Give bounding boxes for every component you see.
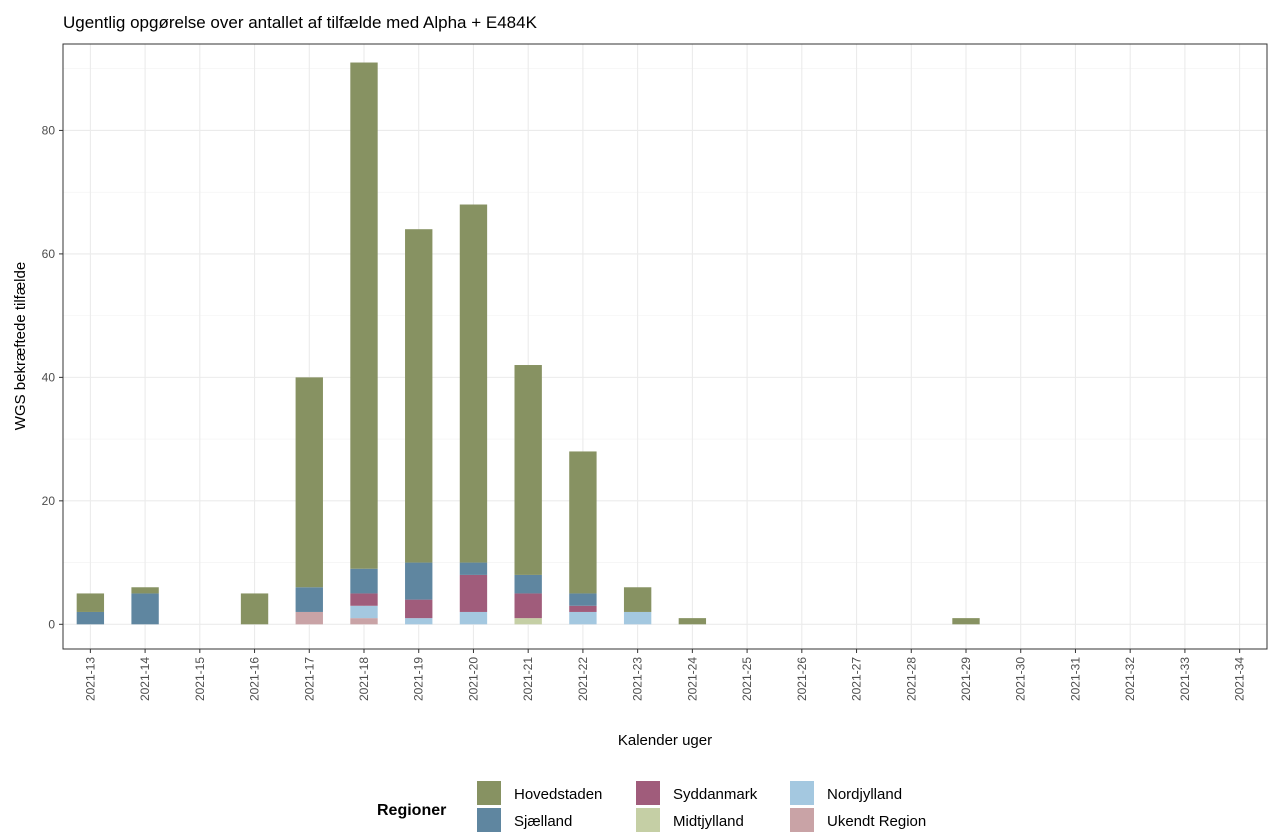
x-tick-label: 2021-19 [412,657,426,701]
bar-segment [569,611,597,625]
x-tick-label: 2021-25 [740,657,754,701]
x-axis-label: Kalender uger [618,732,712,749]
legend-label: Syddanmark [673,786,758,803]
bar-segment [952,618,980,625]
bar-segment [514,618,542,625]
legend-swatch [790,808,814,832]
bar-segment [405,599,433,619]
legend-label: Sjælland [514,813,572,830]
bar-segment [76,593,105,612]
legend-swatch [790,781,814,805]
bar-segment [514,365,542,575]
bar-segment [350,62,378,569]
x-tick-label: 2021-28 [904,657,918,701]
chart-title: Ugentlig opgørelse over antallet af tilf… [63,13,538,32]
legend-title: Regioner [377,802,446,819]
bar-segment [350,618,378,625]
legend-label: Hovedstaden [514,786,602,803]
x-tick-label: 2021-32 [1123,657,1137,701]
bar-segment [678,618,707,625]
x-tick-label: 2021-23 [631,657,645,701]
bar-segment [350,593,378,606]
legend-swatch [477,808,501,832]
x-tick-label: 2021-21 [521,657,535,701]
bar-segment [459,574,488,612]
bar-segment [569,593,597,606]
bar-segment [459,204,488,563]
bar-segment [405,562,433,600]
x-tick-label: 2021-16 [248,657,262,701]
legend: Regioner Hovedstaden Sjælland Syddanmark Mi… [377,781,926,832]
bar-segment [131,587,159,594]
bar-segment [405,229,433,563]
y-tick-label: 0 [48,617,55,631]
x-tick-label: 2021-13 [83,657,97,701]
x-tick-label: 2021-29 [959,657,973,701]
legend-swatch [636,781,660,805]
bar-segment [459,562,488,575]
x-tick-label: 2021-33 [1178,657,1192,701]
bar-segment [514,574,542,594]
y-tick-label: 60 [42,247,56,261]
x-tick-label: 2021-27 [850,657,864,701]
bar-segment [623,587,652,612]
bar-segment [131,593,159,625]
x-tick-label: 2021-24 [685,657,699,701]
y-axis-label: WGS bekræftede tilfælde [12,262,29,430]
legend-swatch [477,781,501,805]
bar-segment [514,593,542,619]
y-axis-ticks: 0 20 40 60 80 [42,123,63,631]
x-tick-label: 2021-18 [357,657,371,701]
bar-layer [76,62,980,625]
x-axis-ticks: 2021-13 2021-14 2021-15 2021-16 2021-17 2021-… [83,649,1247,701]
x-tick-label: 2021-20 [466,657,480,701]
minor-gridlines [63,68,1267,563]
bar-segment [569,451,597,594]
major-gridlines [63,44,1267,649]
legend-label: Nordjylland [827,786,902,803]
bar-segment [240,593,269,625]
bar-segment [295,611,323,625]
y-tick-label: 40 [42,370,56,384]
bar-segment [623,611,652,625]
bar-segment [569,605,597,612]
bar-segment [459,611,488,625]
x-tick-label: 2021-22 [576,657,590,701]
y-tick-label: 20 [42,494,56,508]
bar-segment [405,618,433,625]
x-tick-label: 2021-26 [795,657,809,701]
bar-segment [76,611,105,625]
x-tick-label: 2021-31 [1068,657,1082,701]
bar-segment [295,587,323,612]
panel-border [62,43,1268,650]
bar-segment [350,568,378,594]
bar-segment [350,605,378,619]
y-tick-label: 80 [42,123,56,137]
x-tick-label: 2021-34 [1233,657,1247,701]
x-tick-label: 2021-30 [1014,657,1028,701]
bar-segment [295,377,323,588]
legend-swatch [636,808,660,832]
legend-label: Ukendt Region [827,813,926,830]
x-tick-label: 2021-14 [138,657,152,701]
x-tick-label: 2021-15 [193,657,207,701]
x-tick-label: 2021-17 [302,657,316,701]
legend-label: Midtjylland [673,813,744,830]
